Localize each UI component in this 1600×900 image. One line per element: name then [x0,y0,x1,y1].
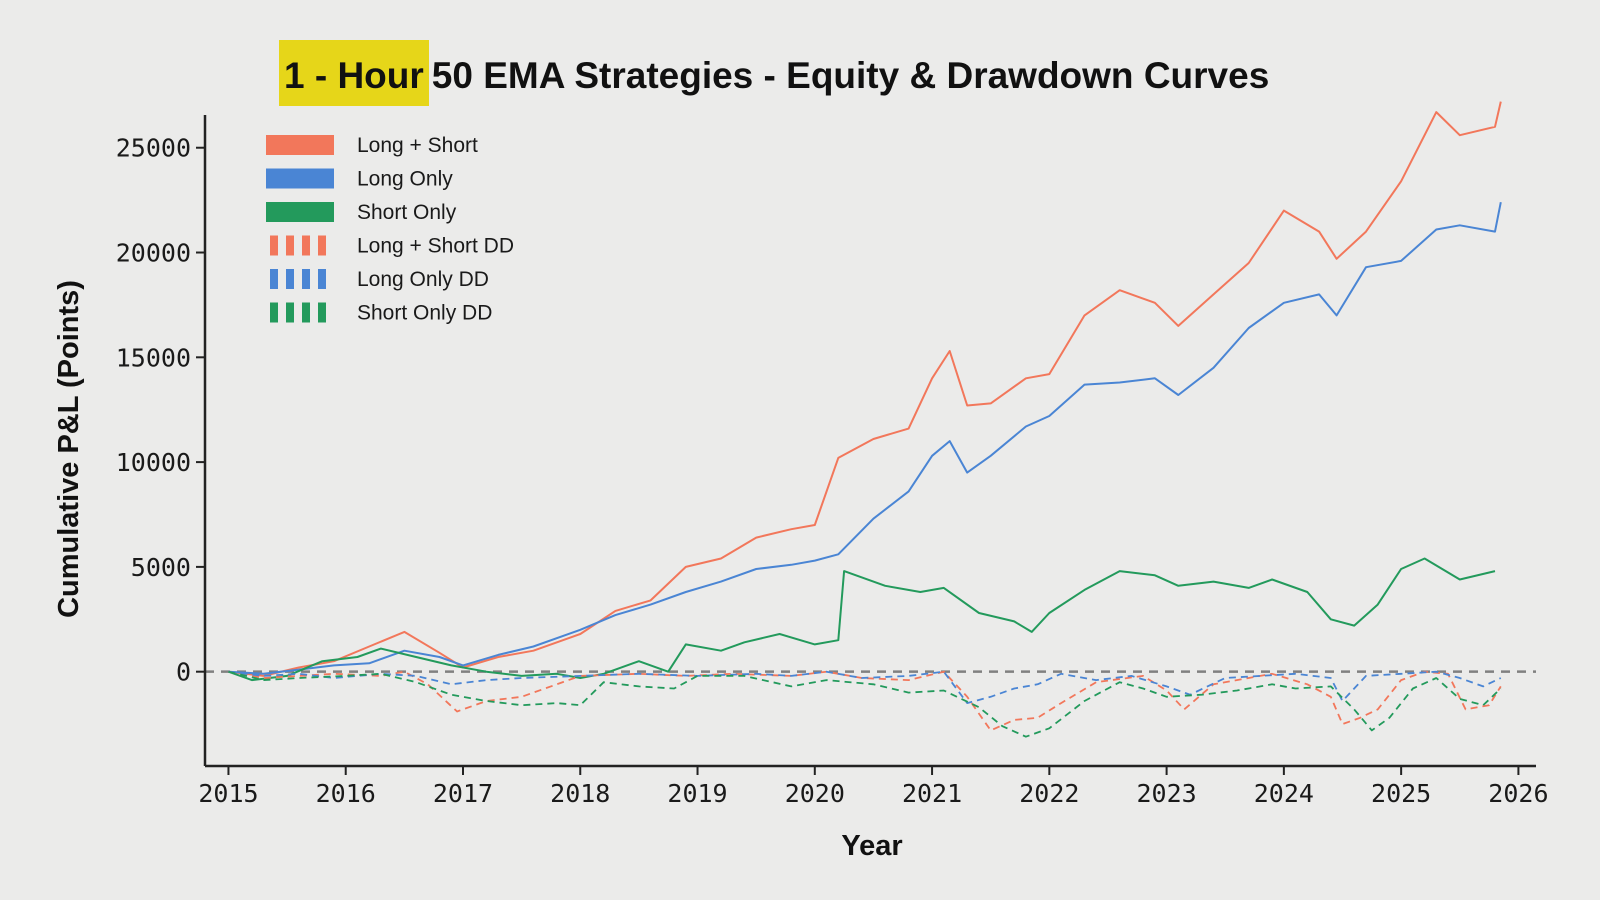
series-line-5 [228,670,1502,738]
legend-swatch-dash [302,302,310,323]
legend-swatch [266,168,334,189]
y-tick-label: 0 [176,658,191,687]
legend-label: Long Only [357,168,453,191]
title-main-text: 50 EMA Strategies - Equity & Drawdown Cu… [432,55,1270,96]
legend-label: Short Only [357,201,457,224]
y-tick-label: 15000 [116,343,191,372]
legend-item-5: Short Only DD [270,302,492,325]
legend-swatch-dash [286,302,294,323]
legend-swatch [266,202,334,222]
x-tick-label: 2020 [785,779,845,808]
legend-swatch-dash [318,235,326,256]
x-tick-label: 2022 [1019,779,1079,808]
legend-swatch-dash [302,235,310,256]
legend-swatch-dash [302,269,310,289]
y-tick-label: 20000 [116,239,191,268]
legend-label: Long Only DD [357,268,489,291]
series-line-1 [228,202,1502,675]
legend: Long + Short Long Only Short Only Long + Sh… [266,134,514,325]
y-axis-label: Cumulative P&L (Points) [53,280,85,618]
x-axis-label: Year [841,830,902,862]
legend-label: Long + Short [357,134,478,157]
legend-swatch-dash [270,302,278,323]
legend-label: Long + Short DD [357,235,514,258]
legend-label: Short Only DD [357,302,492,325]
legend-item-1: Long Only [266,168,453,191]
axes: 2015 2016 2017 2018 2019 2020 2021 2022 2023 2024… [116,115,1549,808]
legend-item-4: Long Only DD [270,268,489,291]
y-tick-label: 10000 [116,448,191,477]
legend-swatch-dash [318,302,326,323]
x-tick-label: 2015 [198,779,258,808]
legend-swatch-dash [270,269,278,289]
legend-item-3: Long + Short DD [270,235,514,258]
title-highlight-box [279,40,429,106]
legend-swatch-dash [286,269,294,289]
chart-title: 1 - Hour 50 EMA Strategies - Equity & Dra… [284,55,1269,96]
x-tick-label: 2021 [902,779,962,808]
x-tick-label: 2023 [1136,779,1196,808]
x-tick-label: 2025 [1371,779,1431,808]
x-tick-label: 2026 [1488,779,1548,808]
legend-item-2: Short Only [266,201,457,224]
series-line-2 [228,557,1496,682]
plot-area [205,101,1536,738]
x-tick-label: 2016 [316,779,376,808]
legend-swatch [266,135,334,155]
x-tick-label: 2018 [550,779,610,808]
title-highlight-text: 1 - Hour [284,55,424,96]
x-tick-label: 2024 [1254,779,1314,808]
y-tick-label: 25000 [116,134,191,163]
legend-swatch-dash [270,235,278,256]
legend-item-0: Long + Short [266,134,478,157]
legend-swatch-dash [286,235,294,256]
y-tick-label: 5000 [131,553,191,582]
series-line-3 [228,670,1502,732]
x-tick-label: 2017 [433,779,493,808]
x-tick-label: 2019 [667,779,727,808]
legend-swatch-dash [318,269,326,289]
